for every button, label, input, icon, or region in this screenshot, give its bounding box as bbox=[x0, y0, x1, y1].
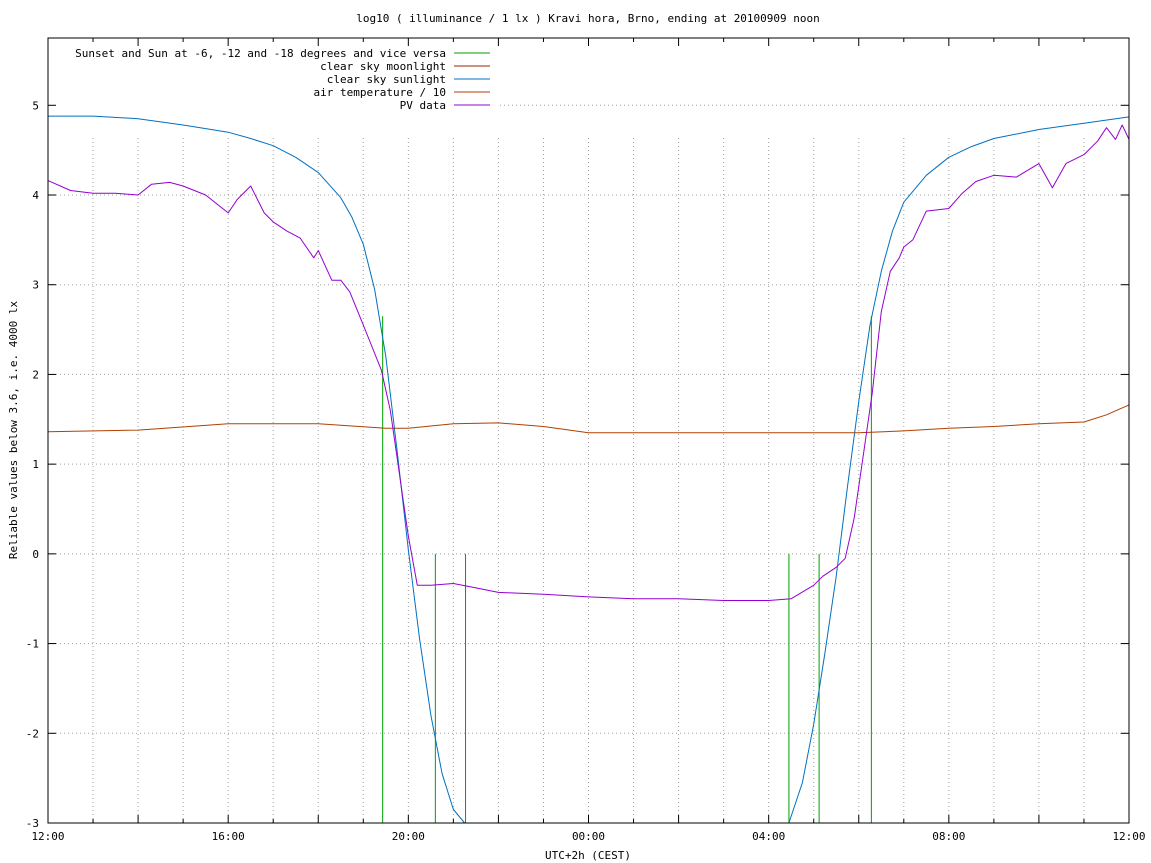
x-tick-label: 20:00 bbox=[392, 830, 425, 843]
y-tick-label: -3 bbox=[26, 817, 39, 830]
legend: Sunset and Sun at -6, -12 and -18 degree… bbox=[75, 47, 490, 112]
x-tick-label: 12:00 bbox=[1112, 830, 1145, 843]
x-tick-label: 08:00 bbox=[932, 830, 965, 843]
legend-label: clear sky moonlight bbox=[320, 60, 446, 73]
legend-label: clear sky sunlight bbox=[327, 73, 446, 86]
series-layer bbox=[47, 115, 1130, 824]
y-tick-label: -1 bbox=[26, 638, 39, 651]
y-tick-label: 1 bbox=[32, 458, 39, 471]
series-line-2 bbox=[48, 115, 1130, 824]
x-axis-label: UTC+2h (CEST) bbox=[545, 849, 631, 862]
legend-label: Sunset and Sun at -6, -12 and -18 degree… bbox=[75, 47, 446, 60]
y-axis-label: Reliable values below 3.6, i.e. 4000 lx bbox=[7, 300, 20, 559]
y-tick-label: 4 bbox=[32, 189, 39, 202]
y-tick-label: 0 bbox=[32, 548, 39, 561]
legend-label: air temperature / 10 bbox=[314, 86, 446, 99]
x-tick-label: 16:00 bbox=[212, 830, 245, 843]
y-tick-label: 5 bbox=[32, 99, 39, 112]
x-tick-label: 00:00 bbox=[572, 830, 605, 843]
x-tick-label: 04:00 bbox=[752, 830, 785, 843]
grid bbox=[48, 104, 1129, 823]
y-tick-label: 3 bbox=[32, 279, 39, 292]
series-line-4 bbox=[47, 124, 1130, 601]
y-tick-label: 2 bbox=[32, 368, 39, 381]
legend-label: PV data bbox=[400, 99, 446, 112]
y-tick-label: -2 bbox=[26, 727, 39, 740]
x-tick-label: 12:00 bbox=[31, 830, 64, 843]
chart-title: log10 ( illuminance / 1 lx ) Kravi hora,… bbox=[356, 12, 820, 25]
series-line-3 bbox=[47, 404, 1130, 434]
